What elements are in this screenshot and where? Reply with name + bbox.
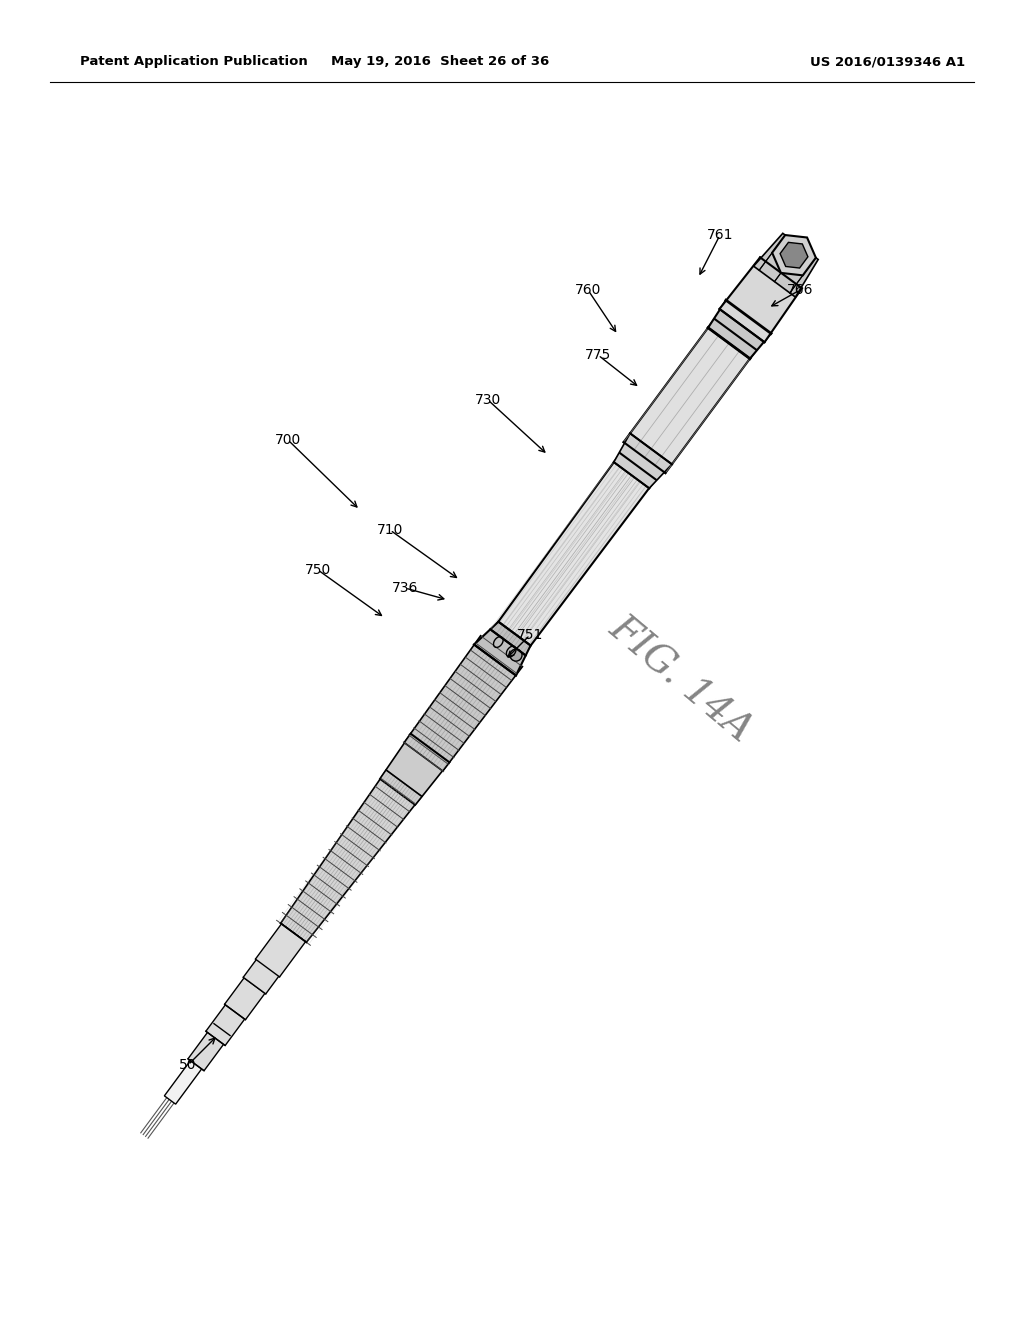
Polygon shape [404, 636, 522, 771]
Polygon shape [772, 235, 816, 276]
Text: 775: 775 [585, 348, 611, 362]
Text: 750: 750 [305, 564, 331, 577]
Polygon shape [281, 770, 422, 942]
Polygon shape [708, 300, 771, 359]
Polygon shape [188, 1023, 230, 1071]
Text: 700: 700 [274, 433, 301, 447]
Text: 710: 710 [377, 523, 403, 537]
Text: 736: 736 [392, 581, 418, 595]
Polygon shape [224, 969, 271, 1020]
Polygon shape [206, 997, 251, 1045]
Text: 50: 50 [179, 1059, 197, 1072]
Text: 730: 730 [475, 393, 501, 407]
Text: 751: 751 [517, 628, 543, 642]
Text: US 2016/0139346 A1: US 2016/0139346 A1 [810, 55, 966, 69]
Polygon shape [492, 453, 655, 655]
Polygon shape [244, 942, 292, 994]
Circle shape [510, 649, 522, 661]
Polygon shape [255, 924, 305, 977]
Polygon shape [624, 319, 757, 473]
Text: 766: 766 [786, 282, 813, 297]
Text: 760: 760 [574, 282, 601, 297]
Text: Patent Application Publication: Patent Application Publication [80, 55, 308, 69]
Polygon shape [754, 234, 818, 297]
Text: FIG. 14A: FIG. 14A [601, 610, 759, 750]
Polygon shape [474, 622, 530, 676]
Polygon shape [613, 433, 672, 488]
Polygon shape [720, 257, 802, 342]
Polygon shape [380, 734, 450, 805]
Text: May 19, 2016  Sheet 26 of 36: May 19, 2016 Sheet 26 of 36 [331, 55, 549, 69]
Polygon shape [165, 1052, 208, 1104]
Polygon shape [780, 243, 808, 268]
Text: 761: 761 [707, 228, 733, 242]
